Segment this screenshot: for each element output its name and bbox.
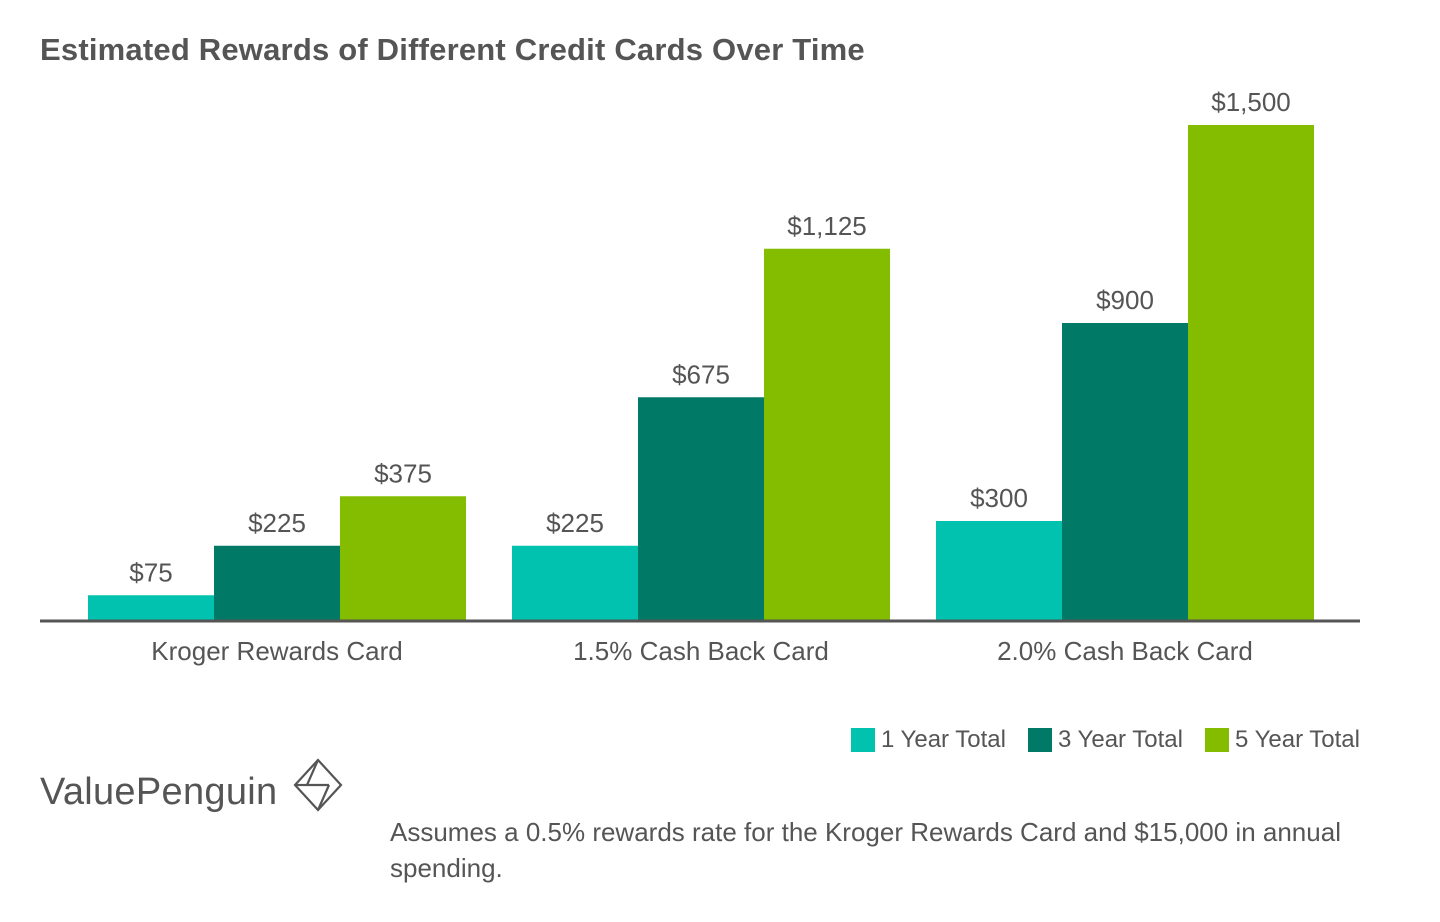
data-label-kroger-3-year: $225 bbox=[248, 508, 306, 538]
legend-item-3-year: 3 Year Total bbox=[1027, 726, 1183, 754]
data-label-cash-back-1-5-3-year: $675 bbox=[672, 359, 730, 389]
data-label-cash-back-2-0-3-year: $900 bbox=[1096, 285, 1154, 315]
bar-kroger-1-year bbox=[88, 595, 214, 620]
bar-kroger-3-year bbox=[214, 545, 340, 620]
footnote: Assumes a 0.5% rewards rate for the Krog… bbox=[390, 817, 1341, 883]
chart-title: Estimated Rewards of Different Credit Ca… bbox=[40, 32, 865, 67]
bar-cash-back-1-5-3-year bbox=[638, 397, 764, 620]
data-label-cash-back-1-5-1-year: $225 bbox=[546, 508, 604, 538]
data-label-kroger-5-year: $375 bbox=[374, 458, 432, 488]
bar-kroger-5-year bbox=[340, 496, 466, 620]
data-label-cash-back-2-0-5-year: $1,500 bbox=[1211, 87, 1291, 117]
data-label-cash-back-1-5-5-year: $1,125 bbox=[787, 211, 867, 241]
bar-cash-back-2-0-1-year bbox=[936, 521, 1062, 620]
legend-label-1-year: 1 Year Total bbox=[880, 726, 1006, 753]
data-label-kroger-1-year: $75 bbox=[129, 557, 172, 587]
legend-swatch-5-year bbox=[1204, 728, 1229, 752]
x-tick-label-cash-back-1-5: 1.5% Cash Back Card bbox=[573, 636, 829, 666]
data-label-cash-back-2-0-1-year: $300 bbox=[970, 483, 1028, 513]
chart-legend: 1 Year Total 3 Year Total 5 Year Total bbox=[850, 726, 1360, 754]
bar-cash-back-1-5-1-year bbox=[512, 545, 638, 620]
legend-label-3-year: 3 Year Total bbox=[1057, 726, 1183, 753]
bar-cash-back-1-5-5-year bbox=[764, 248, 890, 620]
legend-item-1-year: 1 Year Total bbox=[850, 726, 1006, 754]
bar-cash-back-2-0-5-year bbox=[1188, 125, 1314, 620]
legend-label-5-year: 5 Year Total bbox=[1234, 726, 1360, 753]
valuepenguin-logo-icon bbox=[287, 756, 349, 818]
brand: ValuePenguin bbox=[40, 758, 349, 818]
bar-cash-back-2-0-3-year bbox=[1062, 323, 1188, 620]
legend-item-5-year: 5 Year Total bbox=[1204, 726, 1360, 754]
x-tick-label-cash-back-2-0: 2.0% Cash Back Card bbox=[997, 636, 1253, 666]
x-tick-label-kroger: Kroger Rewards Card bbox=[151, 636, 402, 666]
brand-name: ValuePenguin bbox=[40, 770, 278, 813]
legend-swatch-1-year bbox=[850, 728, 875, 752]
legend-swatch-3-year bbox=[1027, 728, 1052, 752]
